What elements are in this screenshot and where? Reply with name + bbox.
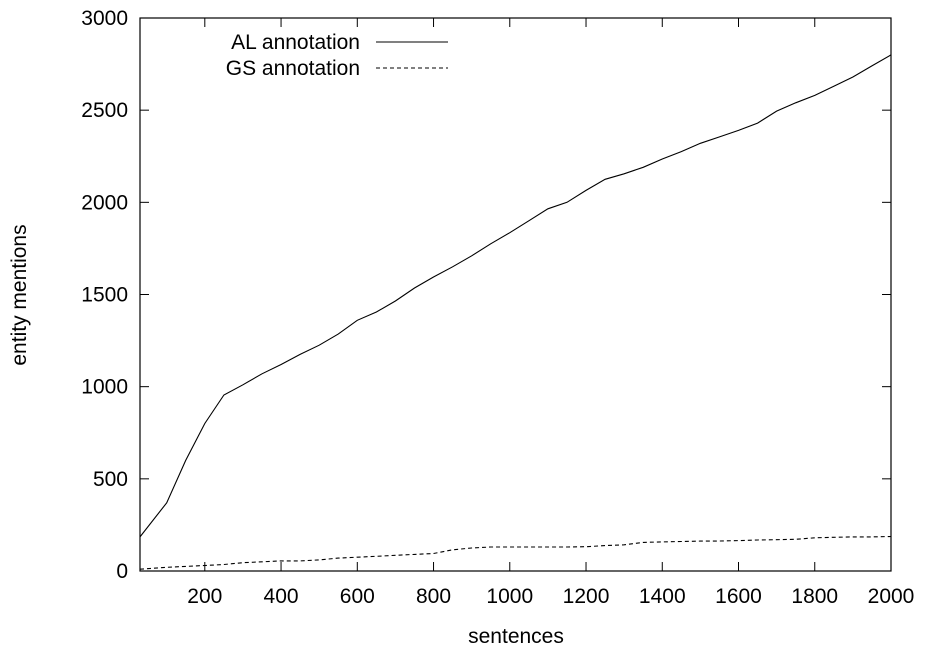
plot-border <box>139 17 892 572</box>
series-layer <box>139 54 892 570</box>
y-axis-label: entity mentions <box>8 224 31 365</box>
y-tick-label: 0 <box>116 560 128 583</box>
y-tick-label: 2000 <box>81 191 128 214</box>
x-tick-label: 1800 <box>791 585 838 608</box>
series-line-al-annotation <box>139 54 892 538</box>
x-tick-label: 200 <box>187 585 222 608</box>
y-tick-label: 1500 <box>81 284 128 307</box>
y-tick-label: 500 <box>93 468 128 491</box>
x-tick-label: 1000 <box>486 585 533 608</box>
x-tick-label: 2000 <box>868 585 915 608</box>
x-tick-label: 800 <box>416 585 451 608</box>
legend-label: GS annotation <box>226 57 360 80</box>
x-axis-label: sentences <box>468 625 564 648</box>
x-tick-label: 400 <box>264 585 299 608</box>
y-axis-ticks: 0 500 1000 1500 2000 2500 3000 <box>81 7 891 583</box>
legend: AL annotation GS annotation <box>226 31 448 80</box>
y-tick-label: 2500 <box>81 99 128 122</box>
x-tick-label: 1600 <box>715 585 762 608</box>
x-tick-label: 1200 <box>563 585 610 608</box>
legend-label: AL annotation <box>231 31 360 54</box>
series-line-gs-annotation <box>139 535 892 570</box>
y-tick-label: 3000 <box>81 7 128 30</box>
plot-frame <box>139 17 892 572</box>
x-tick-label: 600 <box>340 585 375 608</box>
y-tick-label: 1000 <box>81 376 128 399</box>
x-axis-ticks: 200 400 600 800 1000 1200 1400 1600 1800 2000 <box>187 18 914 608</box>
x-tick-label: 1400 <box>639 585 686 608</box>
